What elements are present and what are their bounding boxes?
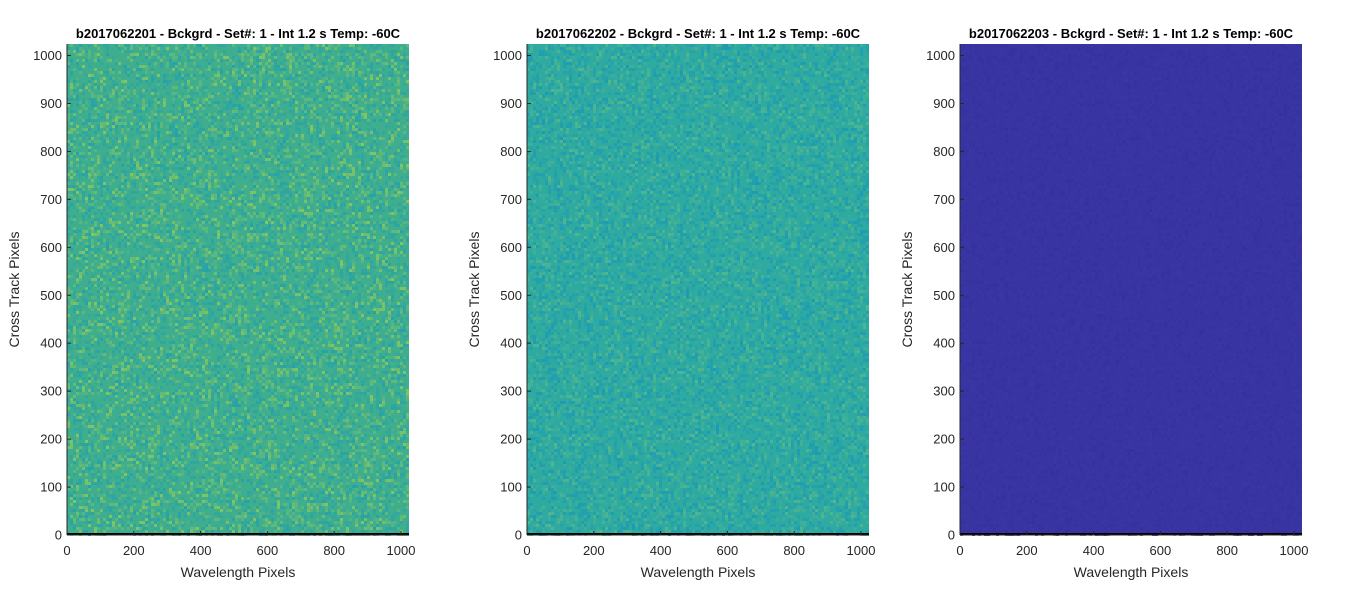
y-tick-label: 400 — [40, 336, 62, 351]
y-tick-label: 100 — [500, 480, 522, 495]
x-tick-label: 200 — [583, 543, 605, 558]
y-tick-label: 100 — [40, 480, 62, 495]
chart-title: b2017062203 - Bckgrd - Set#: 1 - Int 1.2… — [969, 26, 1294, 41]
y-tick-label: 700 — [500, 192, 522, 207]
y-tick-label: 900 — [40, 96, 62, 111]
x-tick-label: 1000 — [387, 543, 416, 558]
x-axis-label: Wavelength Pixels — [1074, 564, 1189, 580]
y-tick-label: 700 — [933, 192, 955, 207]
y-axis-label: Cross Track Pixels — [899, 232, 915, 348]
x-tick-label: 200 — [123, 543, 145, 558]
x-tick-label: 0 — [63, 543, 70, 558]
x-tick-label: 600 — [257, 543, 279, 558]
y-tick-label: 800 — [500, 144, 522, 159]
y-tick-label: 0 — [515, 528, 522, 543]
y-tick-label: 200 — [500, 432, 522, 447]
x-tick-label: 1000 — [1280, 543, 1309, 558]
y-tick-label: 0 — [948, 528, 955, 543]
y-tick-label: 900 — [500, 96, 522, 111]
x-tick-label: 400 — [190, 543, 212, 558]
heatmap-panel-3: 0 200 400 600 800 1000 0 100 200 300 400 500 600 700 8… — [899, 26, 1308, 580]
y-tick-label: 800 — [40, 144, 62, 159]
x-tick-label: 800 — [323, 543, 345, 558]
y-tick-label: 0 — [55, 528, 62, 543]
x-tick-label: 1000 — [847, 543, 876, 558]
x-tick-label: 800 — [783, 543, 805, 558]
y-tick-label: 400 — [933, 336, 955, 351]
y-tick-label: 800 — [933, 144, 955, 159]
x-tick-label: 400 — [650, 543, 672, 558]
x-tick-label: 600 — [1150, 543, 1172, 558]
heatmap-panel-2: 0 200 400 600 800 1000 0 100 200 300 400 500 600 700 8… — [466, 26, 875, 580]
x-tick-label: 0 — [956, 543, 963, 558]
y-tick-label: 300 — [933, 384, 955, 399]
y-tick-label: 500 — [500, 288, 522, 303]
x-tick-label: 800 — [1216, 543, 1238, 558]
y-axis-label: Cross Track Pixels — [6, 232, 22, 348]
y-tick-label: 700 — [40, 192, 62, 207]
x-axis-label: Wavelength Pixels — [641, 564, 756, 580]
y-tick-label: 100 — [933, 480, 955, 495]
x-axis-label: Wavelength Pixels — [181, 564, 296, 580]
y-tick-label: 200 — [40, 432, 62, 447]
heatmap-noise — [67, 44, 409, 536]
y-tick-label: 1000 — [33, 48, 62, 63]
y-tick-label: 400 — [500, 336, 522, 351]
y-tick-label: 300 — [40, 384, 62, 399]
heatmap-panel-1: 0 200 400 600 800 1000 0 100 200 300 400 500 600 700 8… — [6, 26, 415, 580]
y-axis-label: Cross Track Pixels — [466, 232, 482, 348]
y-tick-label: 500 — [933, 288, 955, 303]
y-tick-label: 500 — [40, 288, 62, 303]
x-tick-label: 200 — [1016, 543, 1038, 558]
y-tick-label: 300 — [500, 384, 522, 399]
y-tick-label: 600 — [40, 240, 62, 255]
y-tick-label: 1000 — [926, 48, 955, 63]
y-tick-label: 1000 — [493, 48, 522, 63]
chart-title: b2017062202 - Bckgrd - Set#: 1 - Int 1.2… — [536, 26, 861, 41]
chart-title: b2017062201 - Bckgrd - Set#: 1 - Int 1.2… — [76, 26, 401, 41]
x-tick-label: 0 — [523, 543, 530, 558]
y-tick-label: 900 — [933, 96, 955, 111]
y-tick-label: 200 — [933, 432, 955, 447]
x-tick-label: 400 — [1083, 543, 1105, 558]
y-tick-label: 600 — [500, 240, 522, 255]
x-tick-label: 600 — [717, 543, 739, 558]
y-tick-label: 600 — [933, 240, 955, 255]
